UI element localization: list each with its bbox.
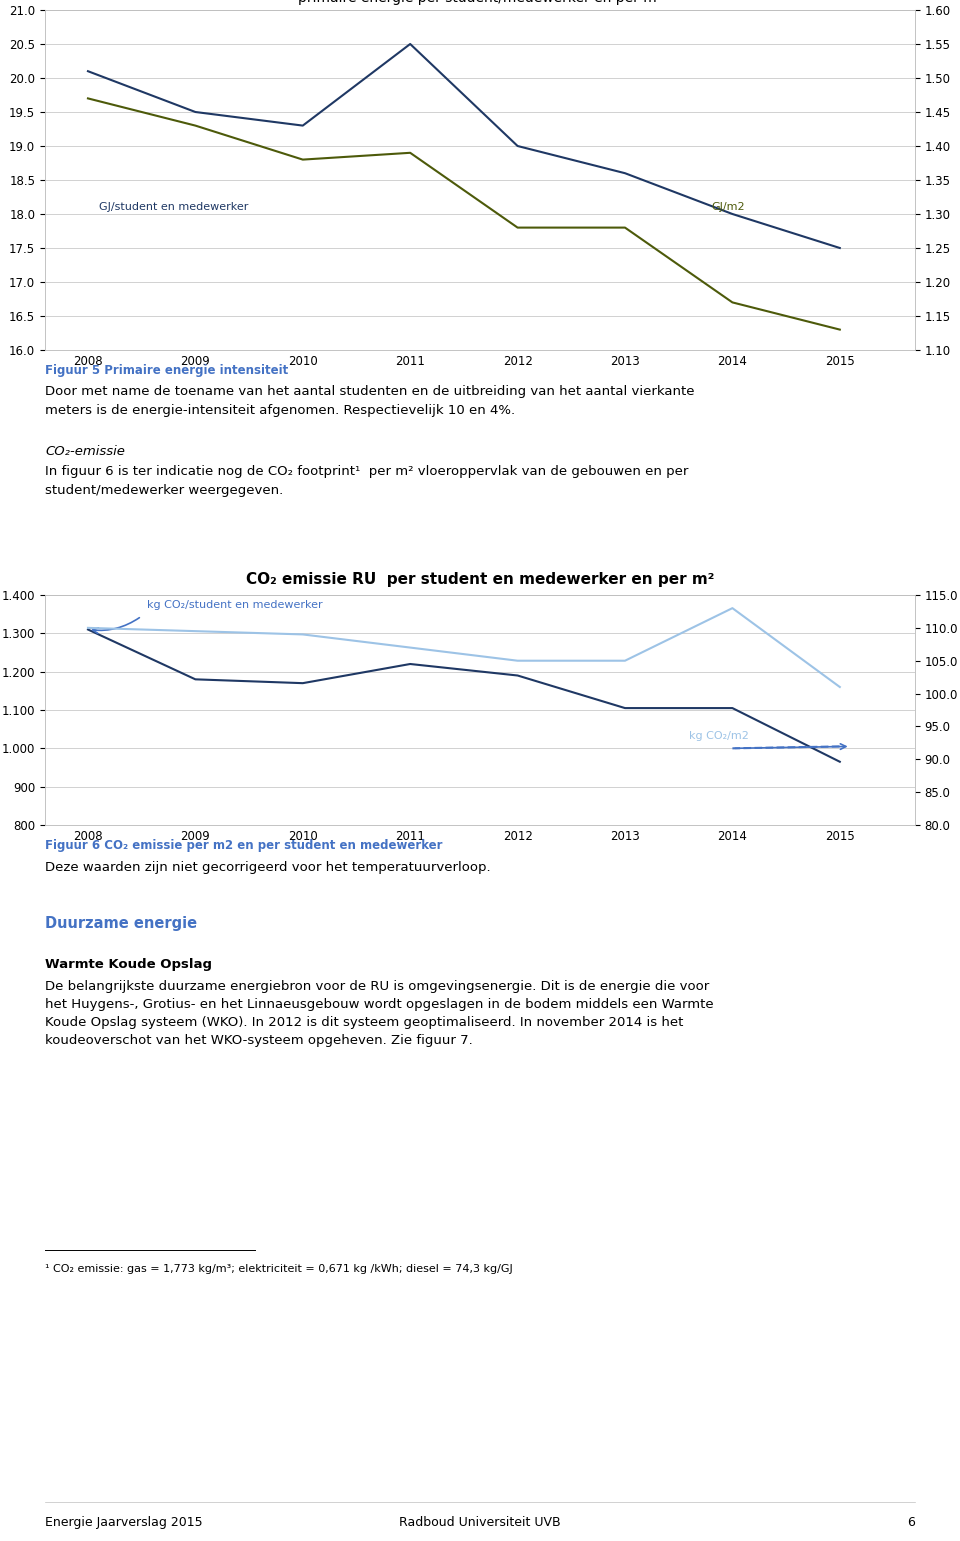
Text: 6: 6 xyxy=(907,1516,915,1529)
Text: koudeoverschot van het WKO-systeem opgeheven. Zie figuur 7.: koudeoverschot van het WKO-systeem opgeh… xyxy=(45,1034,472,1046)
Text: kg CO₂/m2: kg CO₂/m2 xyxy=(689,732,750,741)
Text: CO₂-emissie: CO₂-emissie xyxy=(45,445,125,458)
Text: Warmte Koude Opslag: Warmte Koude Opslag xyxy=(45,959,212,971)
Text: De belangrijkste duurzame energiebron voor de RU is omgevingsenergie. Dit is de : De belangrijkste duurzame energiebron vo… xyxy=(45,980,709,992)
Text: GJ/m2: GJ/m2 xyxy=(711,202,745,213)
Text: kg CO₂/student en medewerker: kg CO₂/student en medewerker xyxy=(147,601,323,610)
Text: Koude Opslag systeem (WKO). In 2012 is dit systeem geoptimaliseerd. In november : Koude Opslag systeem (WKO). In 2012 is d… xyxy=(45,1016,684,1029)
Text: Figuur 5 Primaire energie intensiteit: Figuur 5 Primaire energie intensiteit xyxy=(45,364,288,378)
Title: primaire energie per student/medewerker en per m²: primaire energie per student/medewerker … xyxy=(298,0,662,5)
Text: Deze waarden zijn niet gecorrigeerd voor het temperatuurverloop.: Deze waarden zijn niet gecorrigeerd voor… xyxy=(45,861,491,874)
Text: het Huygens-, Grotius- en het Linnaeusgebouw wordt opgeslagen in de bodem middel: het Huygens-, Grotius- en het Linnaeusge… xyxy=(45,999,713,1011)
Text: Figuur 6 CO₂ emissie per m2 en per student en medewerker: Figuur 6 CO₂ emissie per m2 en per stude… xyxy=(45,838,443,852)
Text: Duurzame energie: Duurzame energie xyxy=(45,915,197,931)
Text: student/medewerker weergegeven.: student/medewerker weergegeven. xyxy=(45,484,283,498)
Text: ¹ CO₂ emissie: gas = 1,773 kg/m³; elektriciteit = 0,671 kg /kWh; diesel = 74,3 k: ¹ CO₂ emissie: gas = 1,773 kg/m³; elektr… xyxy=(45,1264,513,1274)
Text: Energie Jaarverslag 2015: Energie Jaarverslag 2015 xyxy=(45,1516,203,1529)
Text: In figuur 6 is ter indicatie nog de CO₂ footprint¹  per m² vloeroppervlak van de: In figuur 6 is ter indicatie nog de CO₂ … xyxy=(45,465,688,478)
Title: CO₂ emissie RU  per student en medewerker en per m²: CO₂ emissie RU per student en medewerker… xyxy=(246,572,714,587)
Text: Door met name de toename van het aantal studenten en de uitbreiding van het aant: Door met name de toename van het aantal … xyxy=(45,385,694,398)
Text: Radboud Universiteit UVB: Radboud Universiteit UVB xyxy=(399,1516,561,1529)
Text: meters is de energie-intensiteit afgenomen. Respectievelijk 10 en 4%.: meters is de energie-intensiteit afgenom… xyxy=(45,404,516,418)
Text: GJ/student en medewerker: GJ/student en medewerker xyxy=(99,202,248,213)
